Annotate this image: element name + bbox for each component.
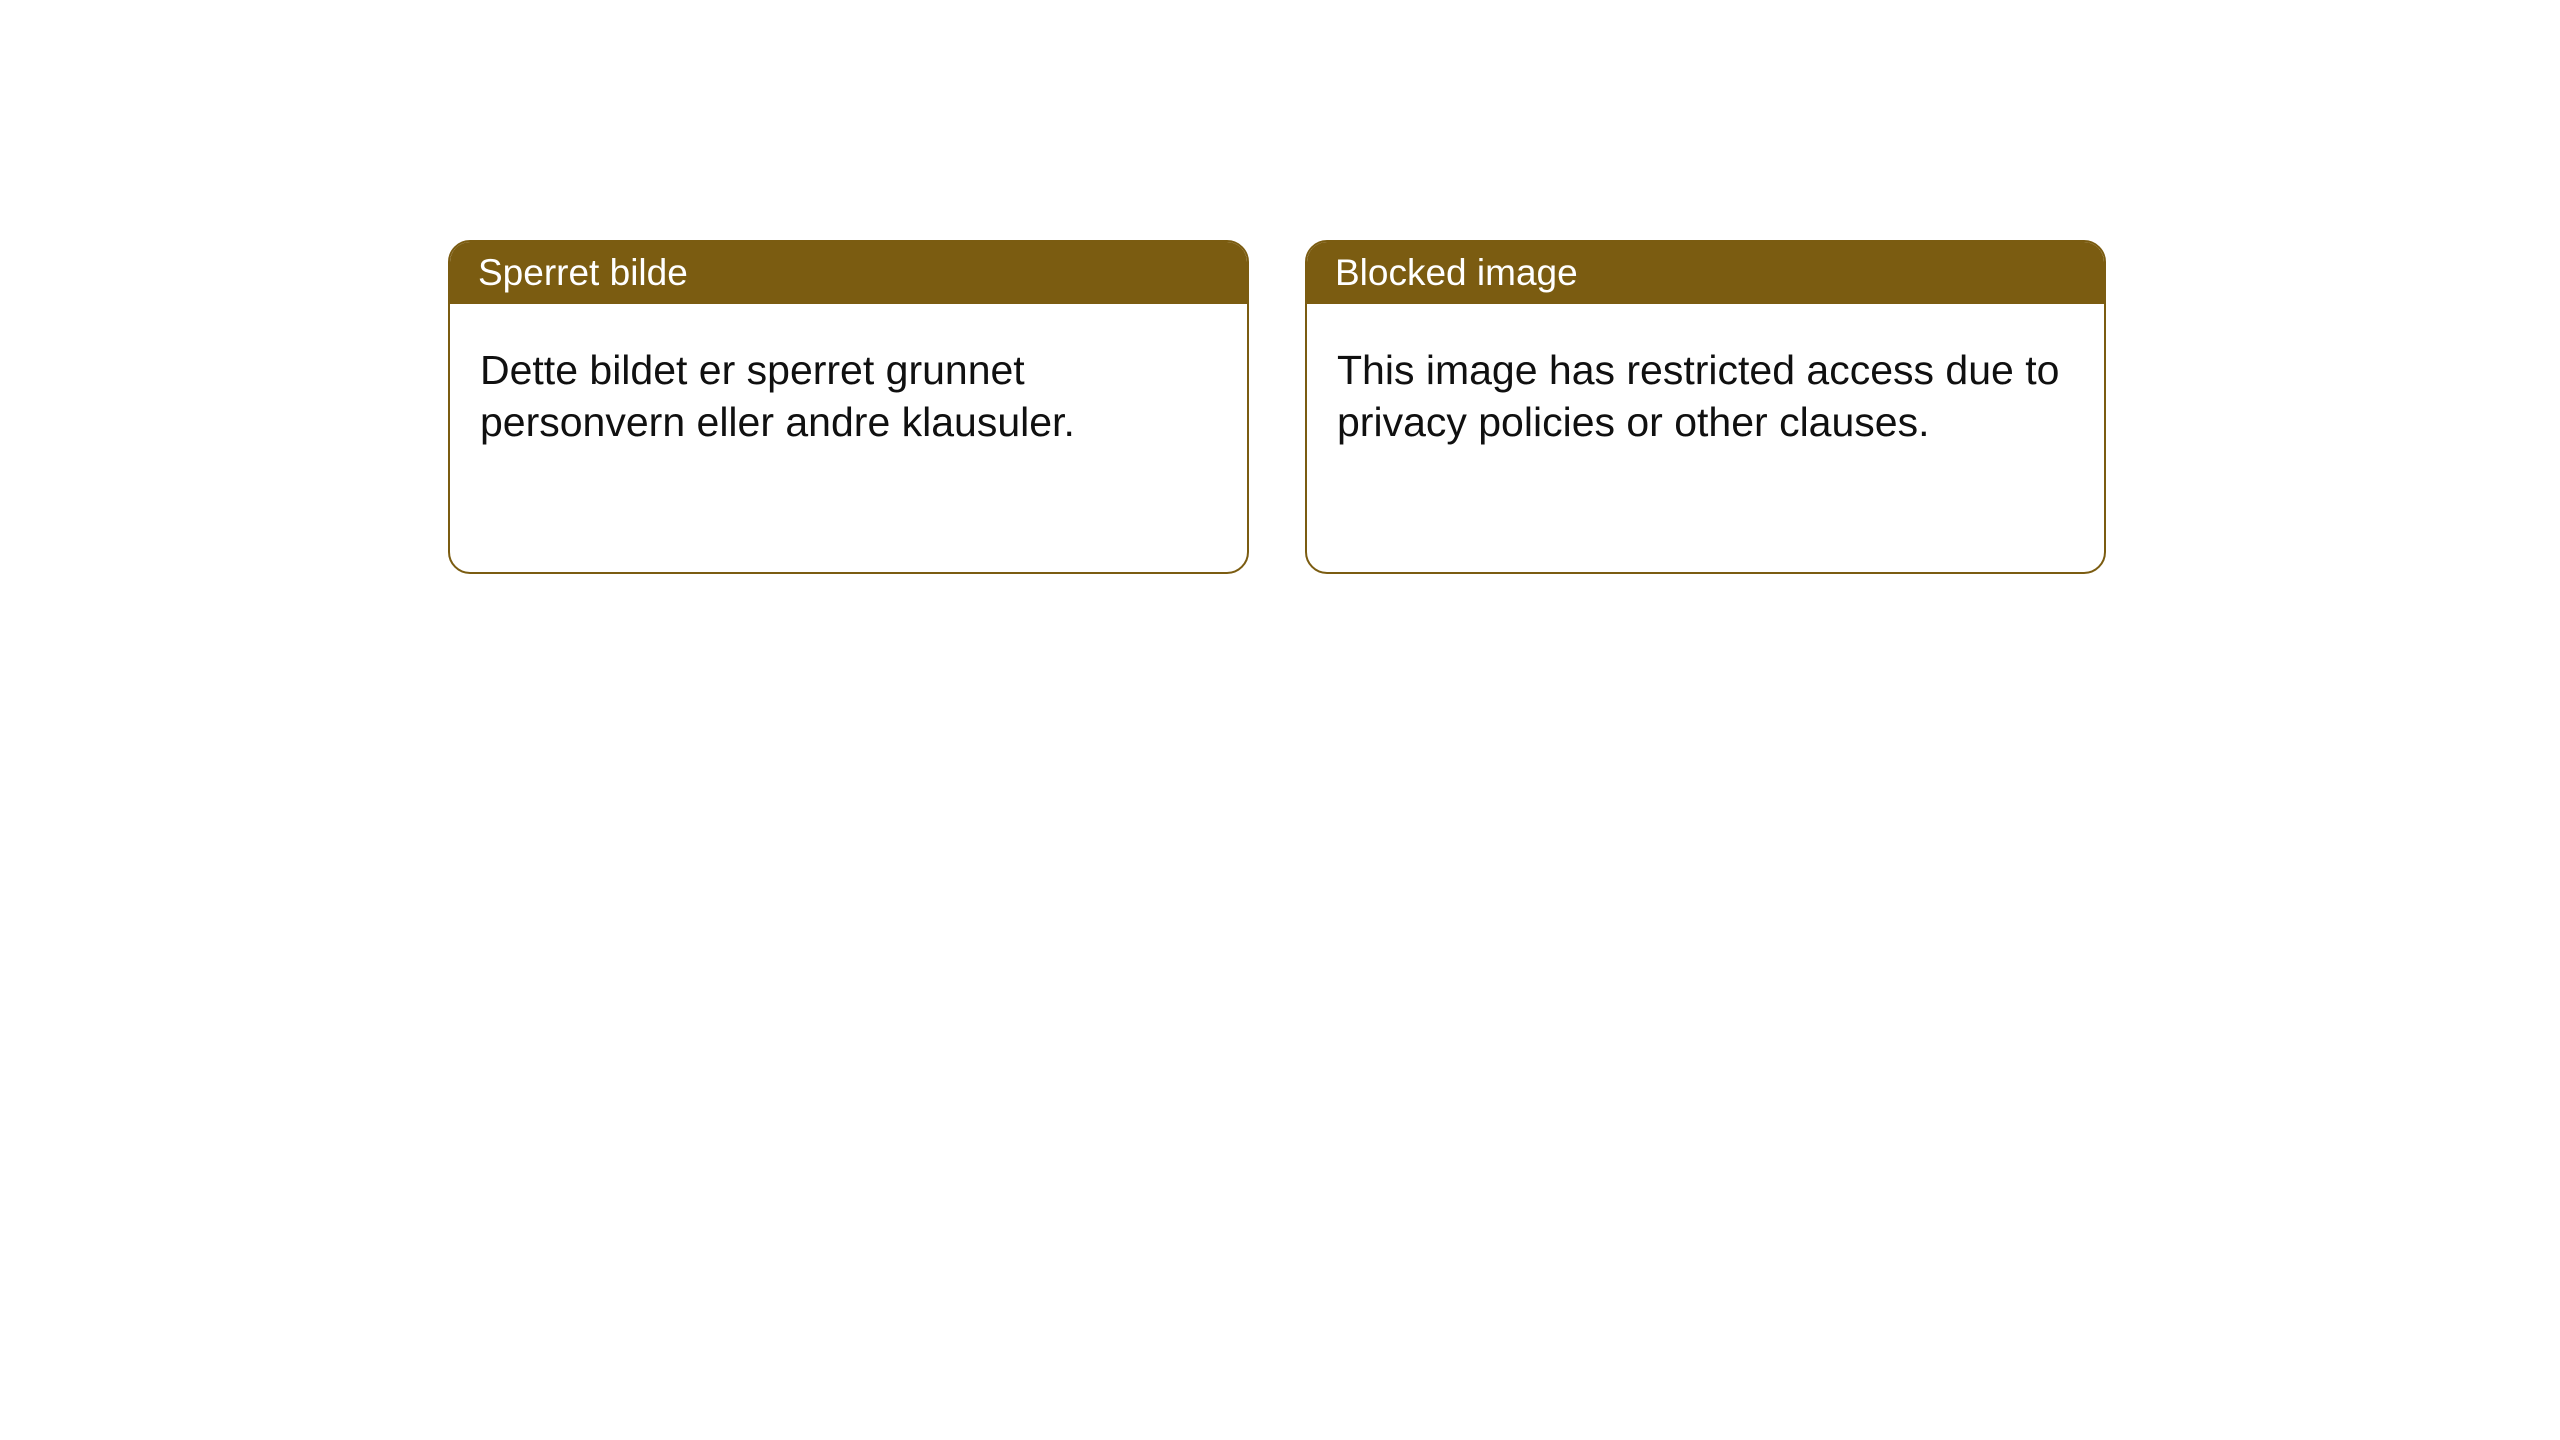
card-title-en: Blocked image [1307, 242, 2104, 304]
card-body-en: This image has restricted access due to … [1307, 304, 2104, 448]
notice-row: Sperret bilde Dette bildet er sperret gr… [0, 0, 2560, 574]
card-title-no: Sperret bilde [450, 242, 1247, 304]
blocked-notice-card-en: Blocked image This image has restricted … [1305, 240, 2106, 574]
card-body-no: Dette bildet er sperret grunnet personve… [450, 304, 1247, 448]
blocked-notice-card-no: Sperret bilde Dette bildet er sperret gr… [448, 240, 1249, 574]
